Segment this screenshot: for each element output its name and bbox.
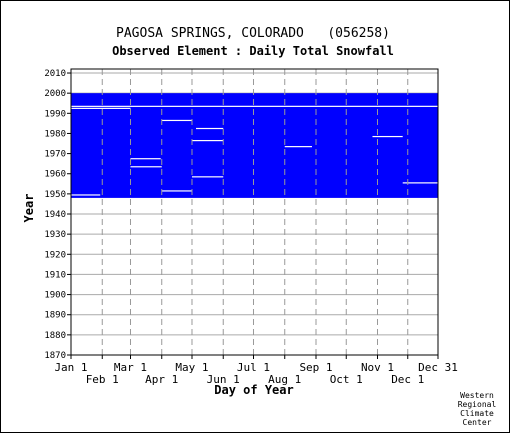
y-tick-label: 1990 (44, 109, 66, 119)
data-gap (71, 107, 131, 109)
chart-title: PAGOSA SPRINGS, COLORADO (056258) (116, 26, 390, 41)
x-tick-label: Oct 1 (330, 373, 363, 386)
y-axis-label: Year (22, 194, 36, 223)
y-tick-label: 1890 (44, 311, 66, 321)
x-axis-label: Day of Year (214, 383, 293, 397)
data-gap (71, 194, 101, 196)
y-tick-label: 1910 (44, 270, 66, 280)
x-ticks: Jan 1 Mar 1 May 1 Jul 1 Sep 1 Nov 1 Dec 31 Feb … (54, 355, 458, 386)
credit-line: Western (460, 391, 494, 400)
y-tick-label: 1870 (44, 351, 66, 361)
y-tick-label: 2010 (44, 69, 66, 79)
data-gap (191, 139, 224, 142)
x-tick-label: Jul 1 (237, 361, 270, 374)
y-tick-label: 1940 (44, 210, 66, 220)
data-gap (130, 158, 161, 160)
x-tick-label: May 1 (175, 361, 208, 374)
y-tick-label: 1920 (44, 250, 66, 260)
x-tick-label: Mar 1 (114, 361, 147, 374)
data-gap (161, 119, 192, 122)
y-tick-label: 2000 (44, 89, 66, 99)
data-block (71, 93, 438, 198)
data-gap (372, 135, 403, 138)
chart-subtitle: Observed Element : Daily Total Snowfall (112, 44, 394, 58)
y-tick-label: 1950 (44, 190, 66, 200)
x-tick-label: Feb 1 (86, 373, 119, 386)
y-ticks: 1870 1880 1890 1900 1910 1920 1930 1940 1950 1960… (44, 69, 71, 361)
data-gap (71, 105, 438, 107)
data-gap (161, 190, 192, 192)
y-tick-label: 1930 (44, 230, 66, 240)
x-tick-label: Sep 1 (299, 361, 332, 374)
data-gap (284, 146, 312, 148)
credit-line: Regional (458, 400, 497, 409)
plot-area (70, 68, 439, 356)
data-gap (402, 182, 438, 184)
credit-line: Center (463, 418, 492, 427)
vertical-grid-lines (101, 69, 409, 355)
x-tick-label: Jan 1 (54, 361, 87, 374)
credit-line: Climate (460, 409, 494, 418)
x-tick-label: Dec 31 (418, 361, 458, 374)
data-gap (191, 176, 224, 178)
x-tick-label: Nov 1 (361, 361, 394, 374)
x-tick-label: Jun 1 (207, 373, 240, 386)
data-coverage (71, 93, 438, 198)
x-tick-label: Dec 1 (391, 373, 424, 386)
y-tick-label: 1970 (44, 150, 66, 160)
data-gaps (71, 105, 438, 196)
y-tick-label: 1960 (44, 170, 66, 180)
x-tick-label: Aug 1 (268, 373, 301, 386)
data-gap (130, 166, 162, 168)
y-tick-label: 1880 (44, 331, 66, 341)
y-tick-label: 1980 (44, 129, 66, 139)
data-gap (196, 127, 224, 130)
y-tick-label: 1900 (44, 291, 66, 301)
x-tick-label: Apr 1 (145, 373, 178, 386)
